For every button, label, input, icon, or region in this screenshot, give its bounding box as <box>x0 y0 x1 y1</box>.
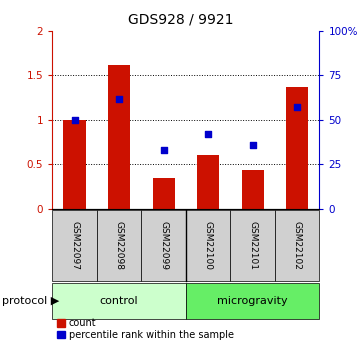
Point <box>161 147 166 153</box>
Point <box>250 142 256 148</box>
Bar <box>108 65 130 209</box>
Bar <box>64 120 86 209</box>
Point <box>205 131 211 137</box>
Text: GSM22098: GSM22098 <box>115 221 123 270</box>
Text: GDS928 / 9921: GDS928 / 9921 <box>128 12 233 26</box>
Bar <box>197 155 219 209</box>
Legend: count, percentile rank within the sample: count, percentile rank within the sample <box>57 318 234 340</box>
Point <box>72 117 78 122</box>
Text: GSM22099: GSM22099 <box>159 221 168 270</box>
Point <box>116 96 122 101</box>
Text: control: control <box>100 296 138 306</box>
Text: GSM22102: GSM22102 <box>293 221 302 270</box>
Bar <box>152 178 175 209</box>
Text: protocol ▶: protocol ▶ <box>2 296 59 306</box>
Bar <box>242 170 264 209</box>
Bar <box>286 87 308 209</box>
Text: GSM22101: GSM22101 <box>248 221 257 270</box>
Text: GSM22100: GSM22100 <box>204 221 213 270</box>
Text: microgravity: microgravity <box>217 296 288 306</box>
Text: GSM22097: GSM22097 <box>70 221 79 270</box>
Point <box>294 105 300 110</box>
